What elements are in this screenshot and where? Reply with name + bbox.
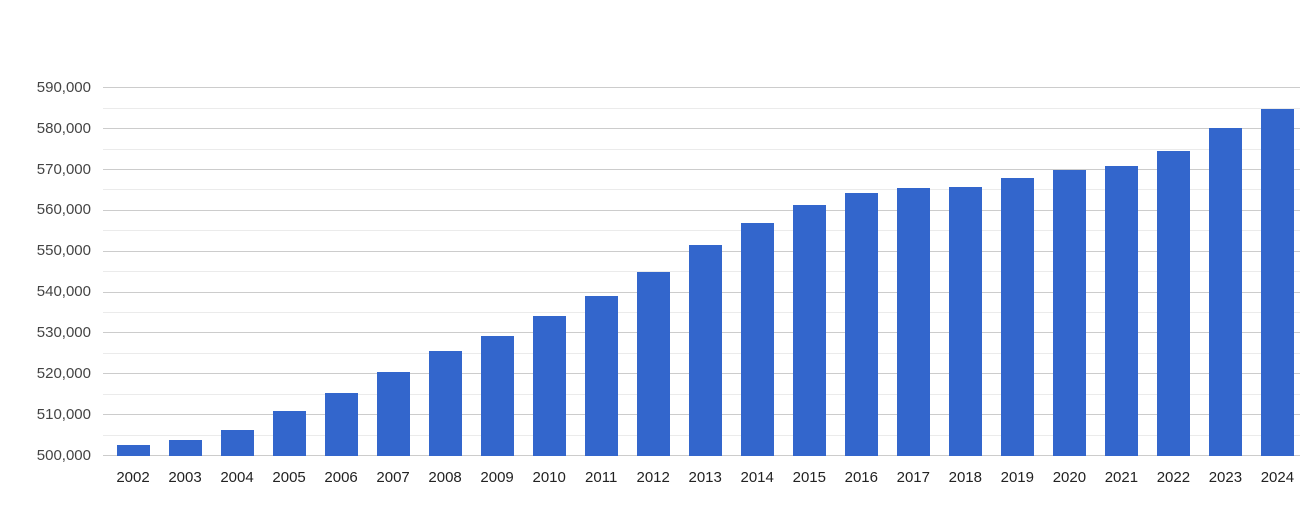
bar-2006[interactable] <box>324 392 358 456</box>
x-axis-tick-label: 2013 <box>688 469 722 486</box>
bar-2018[interactable] <box>948 186 982 456</box>
bar-2008[interactable] <box>428 350 462 456</box>
bar-2013[interactable] <box>688 245 722 456</box>
x-axis-tick-label: 2023 <box>1208 469 1243 486</box>
gridline-minor <box>103 107 1300 109</box>
x-axis-tick-label: 2007 <box>376 469 410 486</box>
bar-2022[interactable] <box>1156 151 1190 456</box>
x-axis-tick-label: 2008 <box>428 469 462 486</box>
x-axis-tick-label: 2006 <box>324 469 358 486</box>
y-axis-tick-label: 590,000 <box>36 78 91 96</box>
x-axis-tick-label: 2018 <box>948 469 982 486</box>
x-axis-tick-label: 2024 <box>1260 469 1295 486</box>
gridline-major <box>103 128 1300 130</box>
y-axis-tick-label: 550,000 <box>36 242 91 260</box>
bar-2002[interactable] <box>116 444 150 456</box>
bar-2005[interactable] <box>272 410 306 456</box>
gridline-minor <box>103 148 1300 150</box>
bar-2010[interactable] <box>532 316 566 456</box>
bar-2024[interactable] <box>1260 109 1294 456</box>
bar-2023[interactable] <box>1208 128 1242 456</box>
y-axis-tick-label: 560,000 <box>36 201 91 219</box>
x-axis-tick-label: 2020 <box>1052 469 1087 486</box>
x-axis-tick-label: 2014 <box>740 469 774 486</box>
bar-2011[interactable] <box>584 295 618 456</box>
x-axis-tick-label: 2017 <box>896 469 930 486</box>
gridline-major <box>103 87 1300 89</box>
bar-2007[interactable] <box>376 372 410 456</box>
bar-2019[interactable] <box>1000 177 1034 456</box>
bar-2012[interactable] <box>636 271 670 456</box>
bar-2016[interactable] <box>844 193 878 456</box>
x-axis-tick-label: 2022 <box>1156 469 1191 486</box>
x-axis-tick-label: 2011 <box>585 469 618 486</box>
bar-2003[interactable] <box>168 439 202 456</box>
y-axis-tick-label: 540,000 <box>36 283 91 301</box>
x-axis-tick-label: 2012 <box>636 469 670 486</box>
x-axis-tick-label: 2015 <box>792 469 826 486</box>
y-axis-tick-label: 500,000 <box>36 446 91 464</box>
x-axis-tick-label: 2004 <box>220 469 254 486</box>
y-axis-tick-label: 520,000 <box>36 364 91 382</box>
x-axis-tick-label: 2021 <box>1104 469 1139 486</box>
y-axis-tick-label: 570,000 <box>36 160 91 178</box>
bar-2017[interactable] <box>896 188 930 456</box>
y-axis-tick-label: 510,000 <box>36 405 91 423</box>
bar-2020[interactable] <box>1052 170 1086 456</box>
x-axis-tick-label: 2019 <box>1000 469 1034 486</box>
x-axis-tick-label: 2003 <box>168 469 202 486</box>
bar-2015[interactable] <box>792 205 826 456</box>
x-axis-tick-label: 2002 <box>116 469 150 486</box>
x-axis-tick-label: 2010 <box>532 469 566 486</box>
bar-2021[interactable] <box>1104 166 1138 456</box>
bar-2009[interactable] <box>480 336 514 456</box>
x-axis-tick-label: 2016 <box>844 469 878 486</box>
y-axis-tick-label: 580,000 <box>36 119 91 137</box>
x-axis-tick-label: 2009 <box>480 469 514 486</box>
bar-2014[interactable] <box>740 223 774 456</box>
x-axis-tick-label: 2005 <box>272 469 306 486</box>
bar-2004[interactable] <box>220 429 254 456</box>
y-axis-tick-label: 530,000 <box>36 323 91 341</box>
